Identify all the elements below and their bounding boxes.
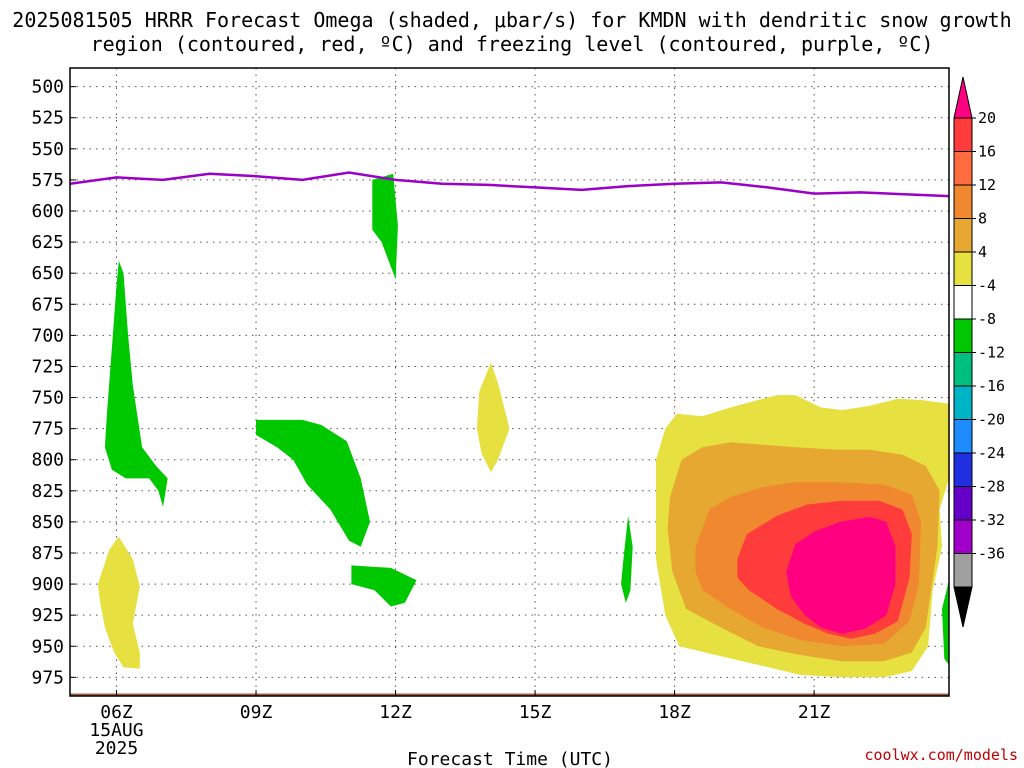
colorbar-tick-label: 20 [978,109,996,127]
colorbar-segment [953,285,973,320]
plot-frame [69,67,950,697]
colorbar-segment [953,452,973,487]
colorbar-segment [953,318,973,353]
colorbar-tick-label: -32 [978,511,1005,529]
x-tick-label: 06Z [100,702,133,723]
y-axis: 500 525 550 575 600 625 650 675 700 725 750 775 800 8… [31,77,76,688]
x-tick-label: 09Z [240,702,273,723]
y-tick-label: 925 [31,605,64,626]
omega-regions [97,173,949,678]
y-tick-label: 700 [31,325,64,346]
y-tick-label: 775 [31,419,64,440]
y-tick-label: 875 [31,543,64,564]
x-tick-label: 12Z [379,702,412,723]
freezing-level-line [70,171,949,198]
colorbar-tick-label: -8 [978,310,996,328]
y-tick-label: 825 [31,481,64,502]
y-tick-label: 575 [31,170,64,191]
grid-lines [70,68,949,696]
colorbar-segment [953,218,973,253]
y-tick-label: 975 [31,667,64,688]
date-label: 2025 [95,738,138,759]
colorbar-tick-label: -12 [978,344,1005,362]
colorbar-segment [953,117,973,152]
omega-region [786,516,896,634]
colorbar-tick-label: -36 [978,545,1005,563]
colorbar-segment [953,519,973,554]
colorbar-segment [953,184,973,219]
y-tick-label: 725 [31,356,64,377]
colorbar-tick-label: 4 [978,243,987,261]
colorbar-segment [953,251,973,286]
omega-region [476,362,510,473]
omega-region [97,536,140,669]
y-tick-label: 750 [31,388,64,409]
y-tick-label: 600 [31,201,64,222]
y-tick-label: 500 [31,77,64,98]
y-tick-label: 650 [31,263,64,284]
x-tick-label: 21Z [798,702,831,723]
omega-region [621,515,633,603]
surface-band [70,693,949,696]
x-tick-label: 15Z [519,702,552,723]
x-tick-label: 18Z [658,702,691,723]
colorbar-top-arrow [953,76,973,119]
colorbar-segment [953,419,973,454]
freezing-level [70,171,949,198]
colorbar-bottom-arrow [953,586,973,628]
colorbar-tick-label: -4 [978,277,996,295]
y-tick-label: 625 [31,232,64,253]
colorbar-segment [953,352,973,387]
credit-label: coolwx.com/models [864,746,1018,764]
colorbar-segment [953,553,973,588]
colorbar-tick-label: -28 [978,478,1005,496]
colorbar-tick-label: -16 [978,377,1005,395]
colorbar-segment [953,385,973,420]
colorbar-tick-label: -20 [978,411,1005,429]
omega-region [351,565,417,607]
colorbar: 20 16 12 8 4 -4 -8 -12 -16 -20 -24 -28 -32 -36 [953,76,1005,628]
y-tick-label: 525 [31,108,64,129]
y-tick-label: 900 [31,574,64,595]
chart-title: 2025081505 HRRR Forecast Omega (shaded, … [12,8,1012,56]
colorbar-segment [953,486,973,521]
colorbar-tick-label: 16 [978,143,996,161]
omega-region [104,260,168,507]
omega-region [372,173,398,280]
surface-band-rect [70,693,949,696]
y-tick-label: 550 [31,139,64,160]
omega-region [256,419,370,547]
x-axis-label: Forecast Time (UTC) [407,749,613,768]
date-label: 15AUG [89,720,143,741]
colorbar-segment [953,151,973,186]
y-tick-label: 950 [31,636,64,657]
y-tick-label: 675 [31,294,64,315]
colorbar-tick-label: 12 [978,176,996,194]
omega-region [942,580,949,665]
y-tick-label: 850 [31,512,64,533]
colorbar-tick-label: 8 [978,210,987,228]
colorbar-tick-label: -24 [978,444,1005,462]
y-tick-label: 800 [31,450,64,471]
